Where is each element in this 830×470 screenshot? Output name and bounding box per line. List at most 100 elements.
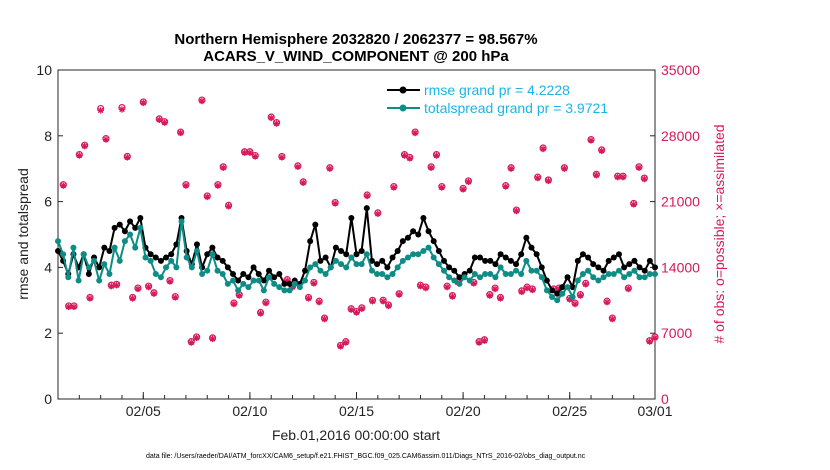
obs-assimilated-point	[385, 302, 392, 310]
x-axis: 02/05 02/10 02/15 02/20 02/25 03/01	[78, 392, 673, 419]
obs-assimilated-point	[625, 285, 632, 293]
totalspread-point	[127, 231, 134, 238]
obs-assimilated-point	[252, 153, 259, 160]
rmse-point	[482, 257, 489, 264]
obs-assimilated-point	[241, 149, 248, 156]
totalspread-point	[353, 261, 360, 268]
rmse-point	[502, 254, 509, 261]
rmse-point	[420, 215, 427, 222]
totalspread-point	[477, 274, 484, 281]
obs-assimilated-point	[299, 179, 307, 186]
totalspread-point	[461, 274, 468, 281]
totalspread-point	[235, 287, 242, 294]
rmse-point	[507, 257, 514, 264]
totalspread-point	[55, 238, 61, 245]
obs-assimilated-point	[582, 281, 589, 288]
y2-tick-label: 35000	[661, 62, 700, 78]
x-tick-label: 02/20	[446, 403, 481, 419]
obs-assimilated-point	[182, 182, 190, 189]
totalspread-point	[106, 270, 113, 277]
obs-assimilated-point	[507, 165, 515, 172]
totalspread-point	[615, 267, 622, 274]
totalspread-point	[564, 284, 571, 291]
rmse-point	[646, 257, 653, 264]
obs-assimilated-point	[134, 285, 142, 293]
rmse-point	[204, 251, 211, 258]
rmse-point	[564, 274, 571, 281]
y-tick-label: 4	[44, 259, 52, 275]
obs-assimilated-point	[513, 207, 520, 215]
obs-assimilated-point	[161, 119, 168, 126]
totalspread-point	[219, 270, 226, 277]
rmse-point	[466, 267, 473, 274]
rmse-point	[240, 270, 247, 277]
totalspread-point	[621, 274, 628, 281]
obs-assimilated-point	[150, 290, 158, 297]
rmse-point	[374, 261, 381, 268]
obs-assimilated-point	[609, 315, 616, 323]
x-tick-label: 02/10	[232, 403, 267, 419]
rmse-point	[554, 290, 561, 297]
obs-assimilated-point	[395, 291, 403, 298]
totalspread-point	[641, 274, 648, 281]
obs-assimilated-point	[225, 203, 232, 210]
totalspread-point	[240, 280, 247, 287]
rmse-point	[307, 238, 314, 245]
obs-assimilated-point	[545, 177, 552, 185]
rmse-point	[410, 228, 417, 235]
obs-assimilated-point	[481, 337, 488, 344]
rmse-point	[399, 238, 406, 245]
legend: rmse grand pr = 4.2228 totalspread grand…	[387, 82, 608, 116]
rmse-point	[343, 251, 350, 258]
rmse-point	[358, 247, 365, 254]
rmse-point	[55, 247, 61, 254]
totalspread-point	[312, 261, 319, 268]
obs-assimilated-point	[577, 292, 584, 299]
totalspread-point	[543, 287, 550, 294]
obs-assimilated-point	[593, 172, 600, 179]
obs-assimilated-point	[70, 303, 78, 311]
rmse-point	[152, 254, 159, 261]
totalspread-point	[65, 274, 72, 281]
obs-assimilated-point	[326, 165, 334, 172]
rmse-point	[456, 274, 463, 281]
totalspread-point	[574, 277, 581, 284]
obs-assimilated-point	[129, 295, 136, 302]
obs-assimilated-point	[353, 309, 360, 316]
obs-assimilated-point	[475, 339, 483, 346]
totalspread-point	[157, 274, 164, 281]
totalspread-point	[471, 270, 478, 277]
rmse-point	[533, 251, 540, 258]
rmse-point	[549, 287, 556, 294]
rmse-point	[497, 251, 504, 258]
obs-assimilated-point	[529, 286, 536, 294]
totalspread-point	[70, 244, 77, 251]
rmse-point	[492, 261, 499, 268]
rmse-point	[147, 251, 154, 258]
totalspread-point	[646, 270, 653, 277]
rmse-point	[209, 244, 216, 251]
rmse-point	[615, 251, 622, 258]
obs-assimilated-point	[294, 163, 302, 171]
obs-assimilated-point	[598, 147, 605, 155]
obs-assimilated-point	[76, 152, 83, 159]
totalspread-point	[404, 254, 411, 261]
totalspread-point	[132, 244, 139, 251]
obs-assimilated-point	[491, 285, 499, 293]
rmse-point	[446, 264, 453, 271]
obs-assimilated-point	[422, 284, 429, 292]
totalspread-point	[173, 264, 180, 271]
totalspread-point	[466, 277, 473, 284]
totalspread-point	[137, 224, 144, 231]
chart-title: Northern Hemisphere 2032820 / 2062377 = …	[174, 31, 537, 48]
obs-assimilated-point	[401, 152, 408, 159]
rmse-point	[523, 234, 530, 241]
totalspread-point	[430, 254, 437, 261]
obs-assimilated-point	[209, 335, 216, 343]
obs-assimilated-point	[427, 164, 435, 171]
obs-assimilated-point	[465, 178, 472, 186]
rmse-point	[276, 270, 283, 277]
rmse-point	[435, 247, 442, 254]
totalspread-point	[245, 284, 252, 291]
rmse-point	[595, 264, 602, 271]
